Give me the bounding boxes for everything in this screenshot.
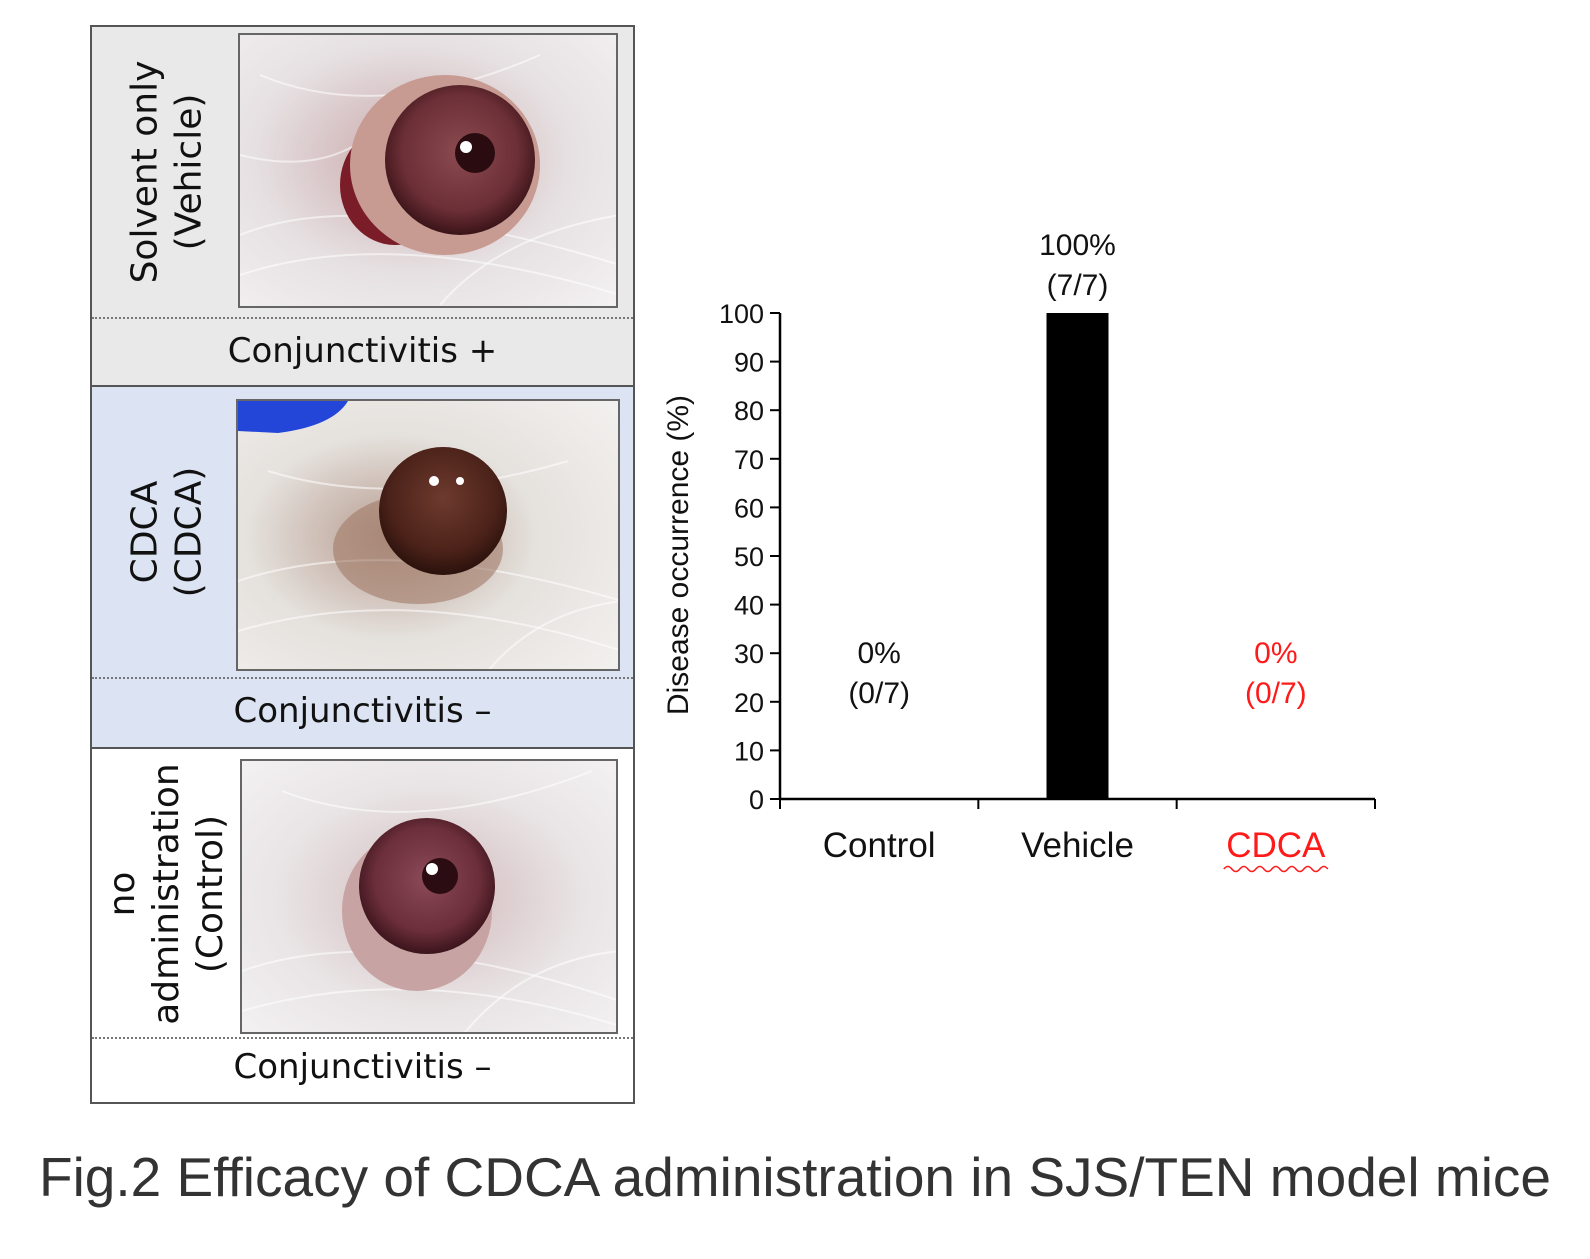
eye-photo-cdca	[236, 399, 620, 671]
figure-caption: Fig.2 Efficacy of CDCA administration in…	[38, 1146, 1552, 1208]
y-tick-label: 100	[719, 299, 764, 329]
y-tick-label: 40	[734, 591, 764, 621]
x-tick-label: CDCA	[1226, 826, 1326, 865]
panel-label: Solvent only (Vehicle)	[92, 27, 242, 317]
divider-dotted	[92, 317, 633, 319]
panel-cdca: CDCA (CDCA) Conjunc	[90, 387, 635, 749]
y-tick-label: 50	[734, 542, 764, 572]
label-line: no	[102, 871, 143, 917]
panel-label: CDCA (CDCA)	[92, 387, 242, 677]
bar	[1046, 313, 1109, 799]
y-tick-label: 70	[734, 445, 764, 475]
bar-annotation-percent: 100%	[1039, 229, 1116, 262]
status-vehicle: Conjunctivitis +	[227, 331, 498, 371]
status-control: Conjunctivitis –	[233, 1047, 492, 1087]
panel-vehicle: Solvent only (Vehicle)	[90, 25, 635, 387]
spellcheck-underline	[1223, 865, 1329, 873]
label-line: CDCA	[124, 480, 165, 584]
y-tick-label: 30	[734, 639, 764, 669]
bar-annotation-ratio: (7/7)	[1047, 269, 1109, 302]
label-line: (Control)	[190, 814, 231, 974]
label-line: Solvent only	[124, 60, 166, 284]
y-tick-label: 80	[734, 396, 764, 426]
bar-annotation-percent: 0%	[1254, 637, 1297, 670]
eye-photo-control	[240, 759, 618, 1034]
eye-photo-vehicle	[238, 33, 618, 308]
y-tick-label: 60	[734, 493, 764, 523]
panel-label: no administration (Control)	[92, 749, 242, 1039]
bar-annotation-percent: 0%	[857, 637, 900, 670]
y-tick-label: 0	[749, 785, 764, 815]
label-line: administration	[146, 763, 187, 1025]
divider-dotted	[92, 677, 633, 679]
y-tick-label: 20	[734, 688, 764, 718]
y-tick-label: 10	[734, 736, 764, 766]
divider-dotted	[92, 1037, 633, 1039]
x-tick-label: Vehicle	[1021, 826, 1134, 865]
x-tick-label: Control	[823, 826, 936, 865]
status-cdca: Conjunctivitis –	[233, 691, 492, 731]
label-line: (CDCA)	[168, 466, 209, 598]
bar-chart: Disease occurrence (%) 0 10 20 30 40 50 60 70 80…	[662, 229, 1376, 873]
bar-annotation-ratio: (0/7)	[848, 677, 910, 710]
label-line: (Vehicle)	[168, 93, 210, 251]
y-tick-label: 90	[734, 348, 764, 378]
bar-annotation-ratio: (0/7)	[1245, 677, 1307, 710]
panel-control: no administration (Control)	[90, 749, 635, 1104]
y-axis-label: Disease occurrence (%)	[662, 395, 695, 715]
